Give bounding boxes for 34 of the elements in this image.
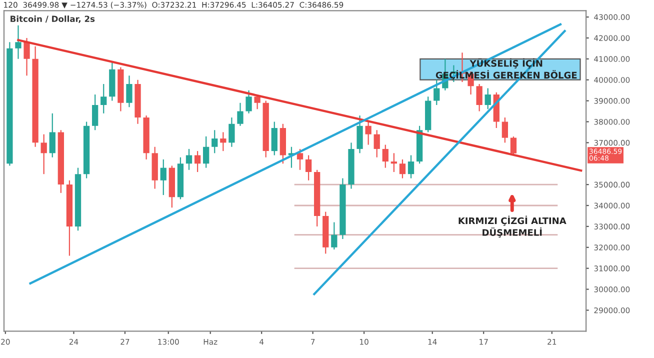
candlestick (408, 154, 414, 179)
candlestick (296, 148, 304, 170)
candlestick (382, 144, 388, 168)
annotation: KIRMIZI ÇİZGİ ALTINA DÜŞMEMELİ (458, 216, 566, 238)
candlestick (374, 130, 380, 158)
candlestick (484, 88, 491, 110)
candlestick (305, 154, 312, 181)
candlestick (186, 148, 192, 170)
candlestick (271, 121, 278, 156)
candlestick (365, 121, 372, 146)
candlestick (40, 134, 47, 175)
candlestick (203, 136, 210, 168)
candlestick (228, 116, 235, 148)
candlestick (237, 102, 244, 126)
candlestick (160, 158, 166, 196)
candlestick (92, 94, 98, 131)
candlestick (212, 130, 218, 154)
candlestick (356, 114, 363, 154)
candlestick (126, 75, 132, 108)
candlestick (246, 90, 252, 114)
text: Bitcoin / Dollar, 2s (10, 16, 95, 24)
candlestick (476, 83, 482, 112)
candlestick (100, 83, 107, 114)
candlestick (502, 116, 508, 144)
candlestick (49, 112, 56, 158)
candlestick (194, 150, 201, 173)
candlestick (24, 37, 30, 76)
candlestick (399, 158, 406, 179)
candlestick (510, 136, 517, 156)
candlestick (434, 79, 440, 106)
candlestick (390, 152, 398, 173)
candlestick (331, 222, 338, 250)
candlestick (15, 24, 22, 60)
candlestick (220, 132, 226, 152)
